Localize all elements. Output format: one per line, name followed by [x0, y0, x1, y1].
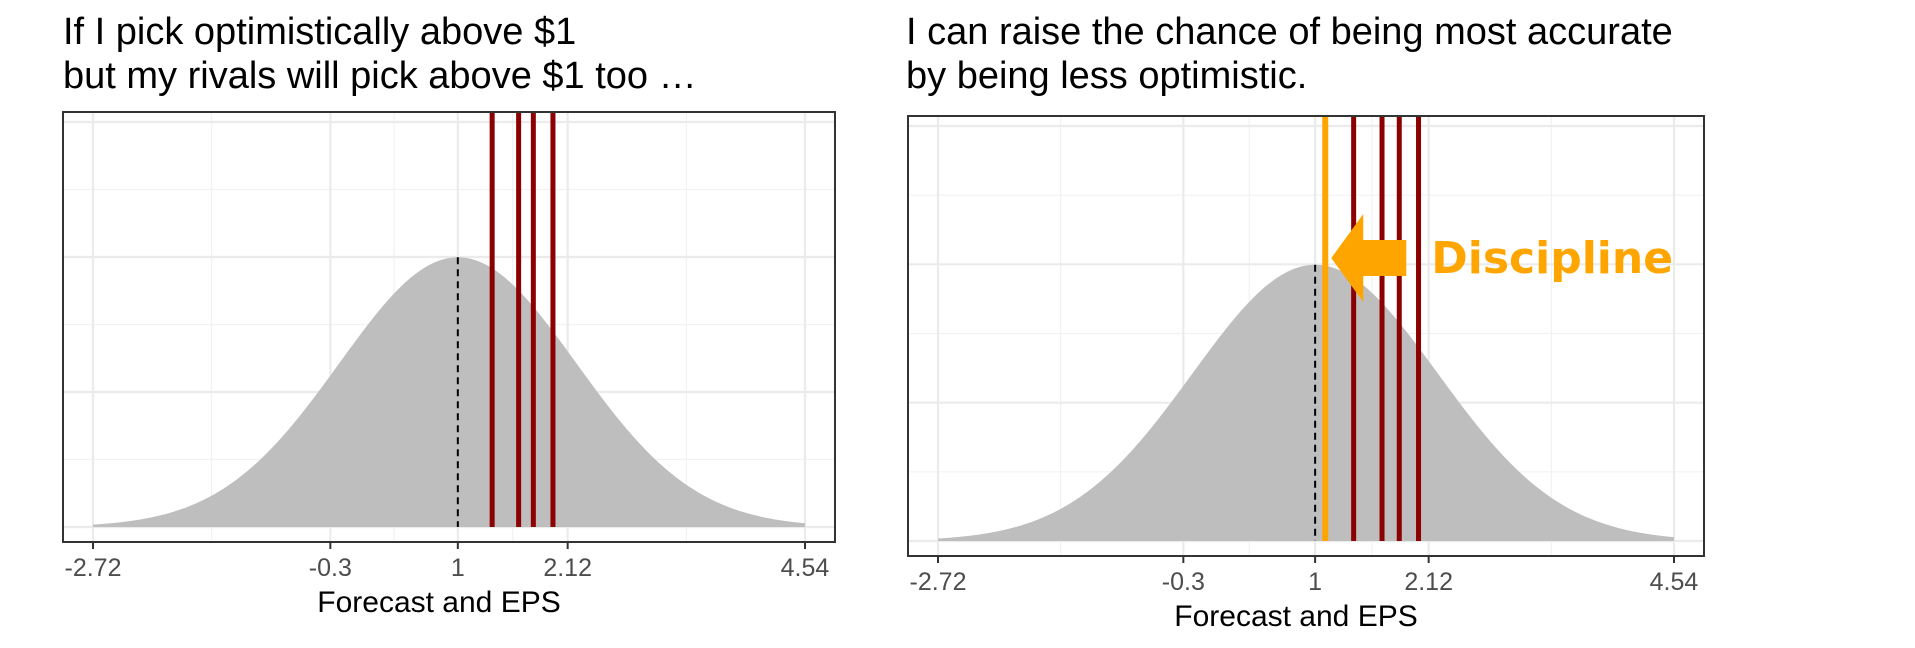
chart-title-line-2: but my rivals will pick above $1 too … [63, 55, 697, 97]
chart-title: If I pick optimistically above $1 but my… [63, 10, 697, 98]
chart-title-line-1: If I pick optimistically above $1 [63, 11, 577, 53]
x-axis-title: Forecast and EPS [317, 586, 560, 619]
chart-panel-left: If I pick optimistically above $1 but my… [0, 0, 860, 648]
density-area [93, 257, 805, 527]
x-tick-label: -0.3 [309, 554, 352, 582]
x-tick-label: 4.54 [1650, 568, 1699, 596]
x-tick-label: -2.72 [65, 554, 122, 582]
chart-plot: Discipline -2.72 -0.3 1 2.12 4.54 Forecast and… [907, 115, 1705, 633]
x-tick-label: -0.3 [1162, 568, 1205, 596]
x-tick-label: 2.12 [543, 554, 592, 582]
chart-plot: -2.72 -0.3 1 2.12 4.54 Forecast and EPS [62, 111, 836, 619]
arrow-left-icon [1331, 214, 1407, 302]
x-tick-label: 1 [451, 554, 465, 582]
chart-title-line-2: by being less optimistic. [906, 55, 1308, 97]
plot-border [62, 111, 836, 543]
x-tick-label: 1 [1308, 568, 1322, 596]
x-tick-label: -2.72 [910, 568, 967, 596]
x-tick-label: 4.54 [781, 554, 830, 582]
annotation-label: Discipline [1431, 233, 1673, 284]
chart-title-line-1: I can raise the chance of being most acc… [906, 11, 1673, 53]
chart-title: I can raise the chance of being most acc… [906, 10, 1673, 98]
density-area [938, 264, 1674, 541]
plot-border [907, 115, 1705, 557]
x-tick-label: 2.12 [1404, 568, 1453, 596]
x-axis-title: Forecast and EPS [1174, 600, 1417, 633]
chart-panel-right: I can raise the chance of being most acc… [858, 0, 1915, 648]
